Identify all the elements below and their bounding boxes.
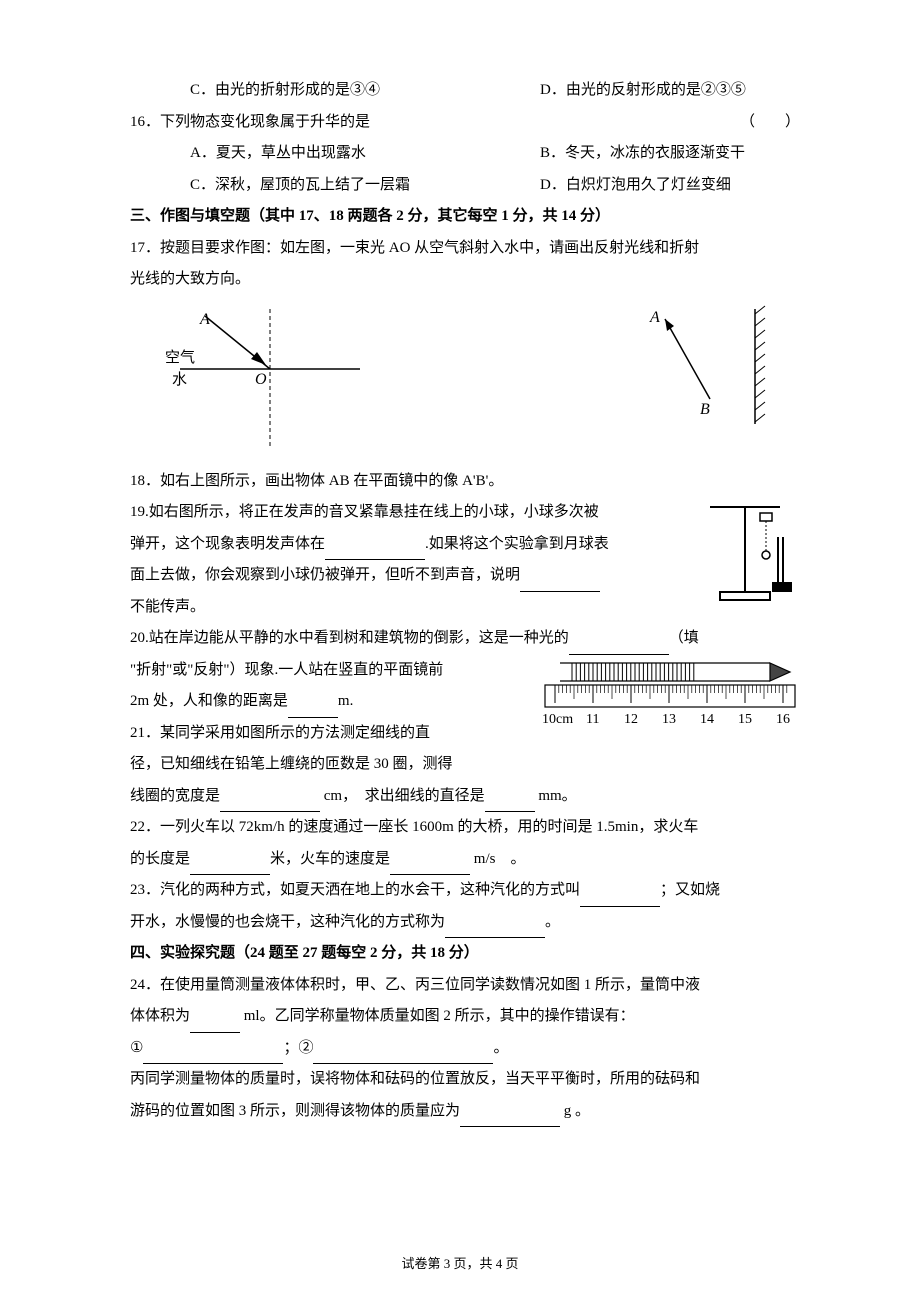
q20-l3: 2m 处，人和像的距离是m. — [130, 686, 530, 718]
q21-l1: 21．某同学采用如图所示的方法测定细线的直 — [130, 718, 530, 750]
q15-options-row: C．由光的折射形成的是③④ D．由光的反射形成的是②③⑤ — [130, 75, 800, 107]
q17-l2: 光线的大致方向。 — [130, 264, 800, 296]
blank — [445, 920, 545, 938]
blank — [220, 794, 320, 812]
ruler-13: 13 — [662, 712, 676, 727]
blank — [580, 889, 660, 907]
q22-l1: 22．一列火车以 72km/h 的速度通过一座长 1600m 的大桥，用的时间是… — [130, 812, 800, 844]
label-o: O — [255, 371, 267, 388]
ruler-12: 12 — [624, 712, 638, 727]
q16-row1: A．夏天，草丛中出现露水 B．冬天，冰冻的衣服逐渐变干 — [130, 138, 800, 170]
q16-opt-c: C．深秋，屋顶的瓦上结了一层霜 — [190, 170, 520, 202]
q23-l1: 23．汽化的两种方式，如夏天洒在地上的水会干，这种汽化的方式叫；又如烧 — [130, 875, 800, 907]
ruler-10: 10cm — [542, 712, 573, 727]
diagrams-q17-q18: A O 空气 水 A B — [130, 304, 800, 454]
q16-row2: C．深秋，屋顶的瓦上结了一层霜 D．白炽灯泡用久了灯丝变细 — [130, 170, 800, 202]
q19-block: 19.如右图所示，将正在发声的音叉紧靠悬挂在线上的小球，小球多次被 弹开，这个现… — [130, 497, 800, 623]
ruler-11: 11 — [586, 712, 599, 727]
q19-l3: 面上去做，你会观察到小球仍被弹开，但听不到声音，说明 — [130, 560, 690, 592]
q20-l2: "折射"或"反射"）现象.一人站在竖直的平面镜前 — [130, 655, 530, 687]
q19-l4: 不能传声。 — [130, 592, 690, 624]
q24-l3: ①；②。 — [130, 1033, 800, 1065]
blank — [190, 857, 270, 875]
q16-opt-b: B．冬天，冰冻的衣服逐渐变干 — [520, 138, 800, 170]
q19-l1: 19.如右图所示，将正在发声的音叉紧靠悬挂在线上的小球，小球多次被 — [130, 497, 690, 529]
q21-l3: 线圈的宽度是 cm， 求出细线的直径是 mm。 — [130, 781, 800, 813]
label-air: 空气 — [165, 349, 195, 366]
q16-opt-a: A．夏天，草丛中出现露水 — [190, 138, 520, 170]
diagram-mirror: A B — [600, 304, 800, 434]
q21-l2: 径，已知细线在铅笔上缠绕的匝数是 30 圈，测得 — [130, 749, 530, 781]
q24-l4: 丙同学测量物体的质量时，误将物体和砝码的位置放反，当天平平衡时，所用的砝码和 — [130, 1064, 800, 1096]
q17-l1: 17．按题目要求作图：如左图，一束光 AO 从空气斜射入水中，请画出反射光线和折… — [130, 233, 800, 265]
label-water: 水 — [172, 371, 187, 388]
ruler-diagram: 10cm 11 12 13 14 15 16 — [540, 655, 800, 740]
label-a: A — [199, 311, 210, 328]
blank — [460, 1109, 560, 1127]
q24-l5: 游码的位置如图 3 所示，则测得该物体的质量应为 g 。 — [130, 1096, 800, 1128]
blank — [569, 637, 669, 655]
q15-opt-c: C．由光的折射形成的是③④ — [190, 75, 520, 107]
blank — [520, 574, 600, 592]
diagram-refraction: A O 空气 水 — [150, 304, 380, 454]
q23-l2: 开水，水慢慢的也会烧干，这种汽化的方式称为。 — [130, 907, 800, 939]
mirror-label-b: B — [700, 401, 710, 418]
q22-l2: 的长度是米，火车的速度是 m/s 。 — [130, 844, 800, 876]
blank — [313, 1046, 493, 1064]
section3-title: 三、作图与填空题（其中 17、18 两题各 2 分，其它每空 1 分，共 14 … — [130, 201, 800, 233]
q16-paren: （ ） — [740, 107, 800, 139]
tuning-fork-diagram — [700, 497, 800, 607]
q18: 18．如右上图所示，画出物体 AB 在平面镜中的像 A'B'。 — [130, 466, 800, 498]
q24-l1: 24．在使用量筒测量液体体积时，甲、乙、丙三位同学读数情况如图 1 所示，量筒中… — [130, 970, 800, 1002]
blank — [288, 700, 338, 718]
q19-l2: 弹开，这个现象表明发声体在.如果将这个实验拿到月球表 — [130, 529, 690, 561]
q15-opt-d: D．由光的反射形成的是②③⑤ — [520, 75, 800, 107]
mirror-label-a: A — [649, 309, 660, 326]
blank — [143, 1046, 283, 1064]
blank — [485, 794, 535, 812]
blank — [325, 542, 425, 560]
q16-opt-d: D．白炽灯泡用久了灯丝变细 — [520, 170, 800, 202]
page-footer: 试卷第 3 页，共 4 页 — [0, 1250, 920, 1277]
ruler-16: 16 — [776, 712, 790, 727]
q20-l1: 20.站在岸边能从平静的水中看到树和建筑物的倒影，这是一种光的（填 — [130, 623, 800, 655]
ruler-15: 15 — [738, 712, 752, 727]
section4-title: 四、实验探究题（24 题至 27 题每空 2 分，共 18 分） — [130, 938, 800, 970]
blank — [190, 1015, 240, 1033]
q24-l2: 体体积为 ml。乙同学称量物体质量如图 2 所示，其中的操作错误有： — [130, 1001, 800, 1033]
ruler-14: 14 — [700, 712, 714, 727]
blank — [390, 857, 470, 875]
q16-stem: 16．下列物态变化现象属于升华的是 （ ） — [130, 107, 800, 139]
